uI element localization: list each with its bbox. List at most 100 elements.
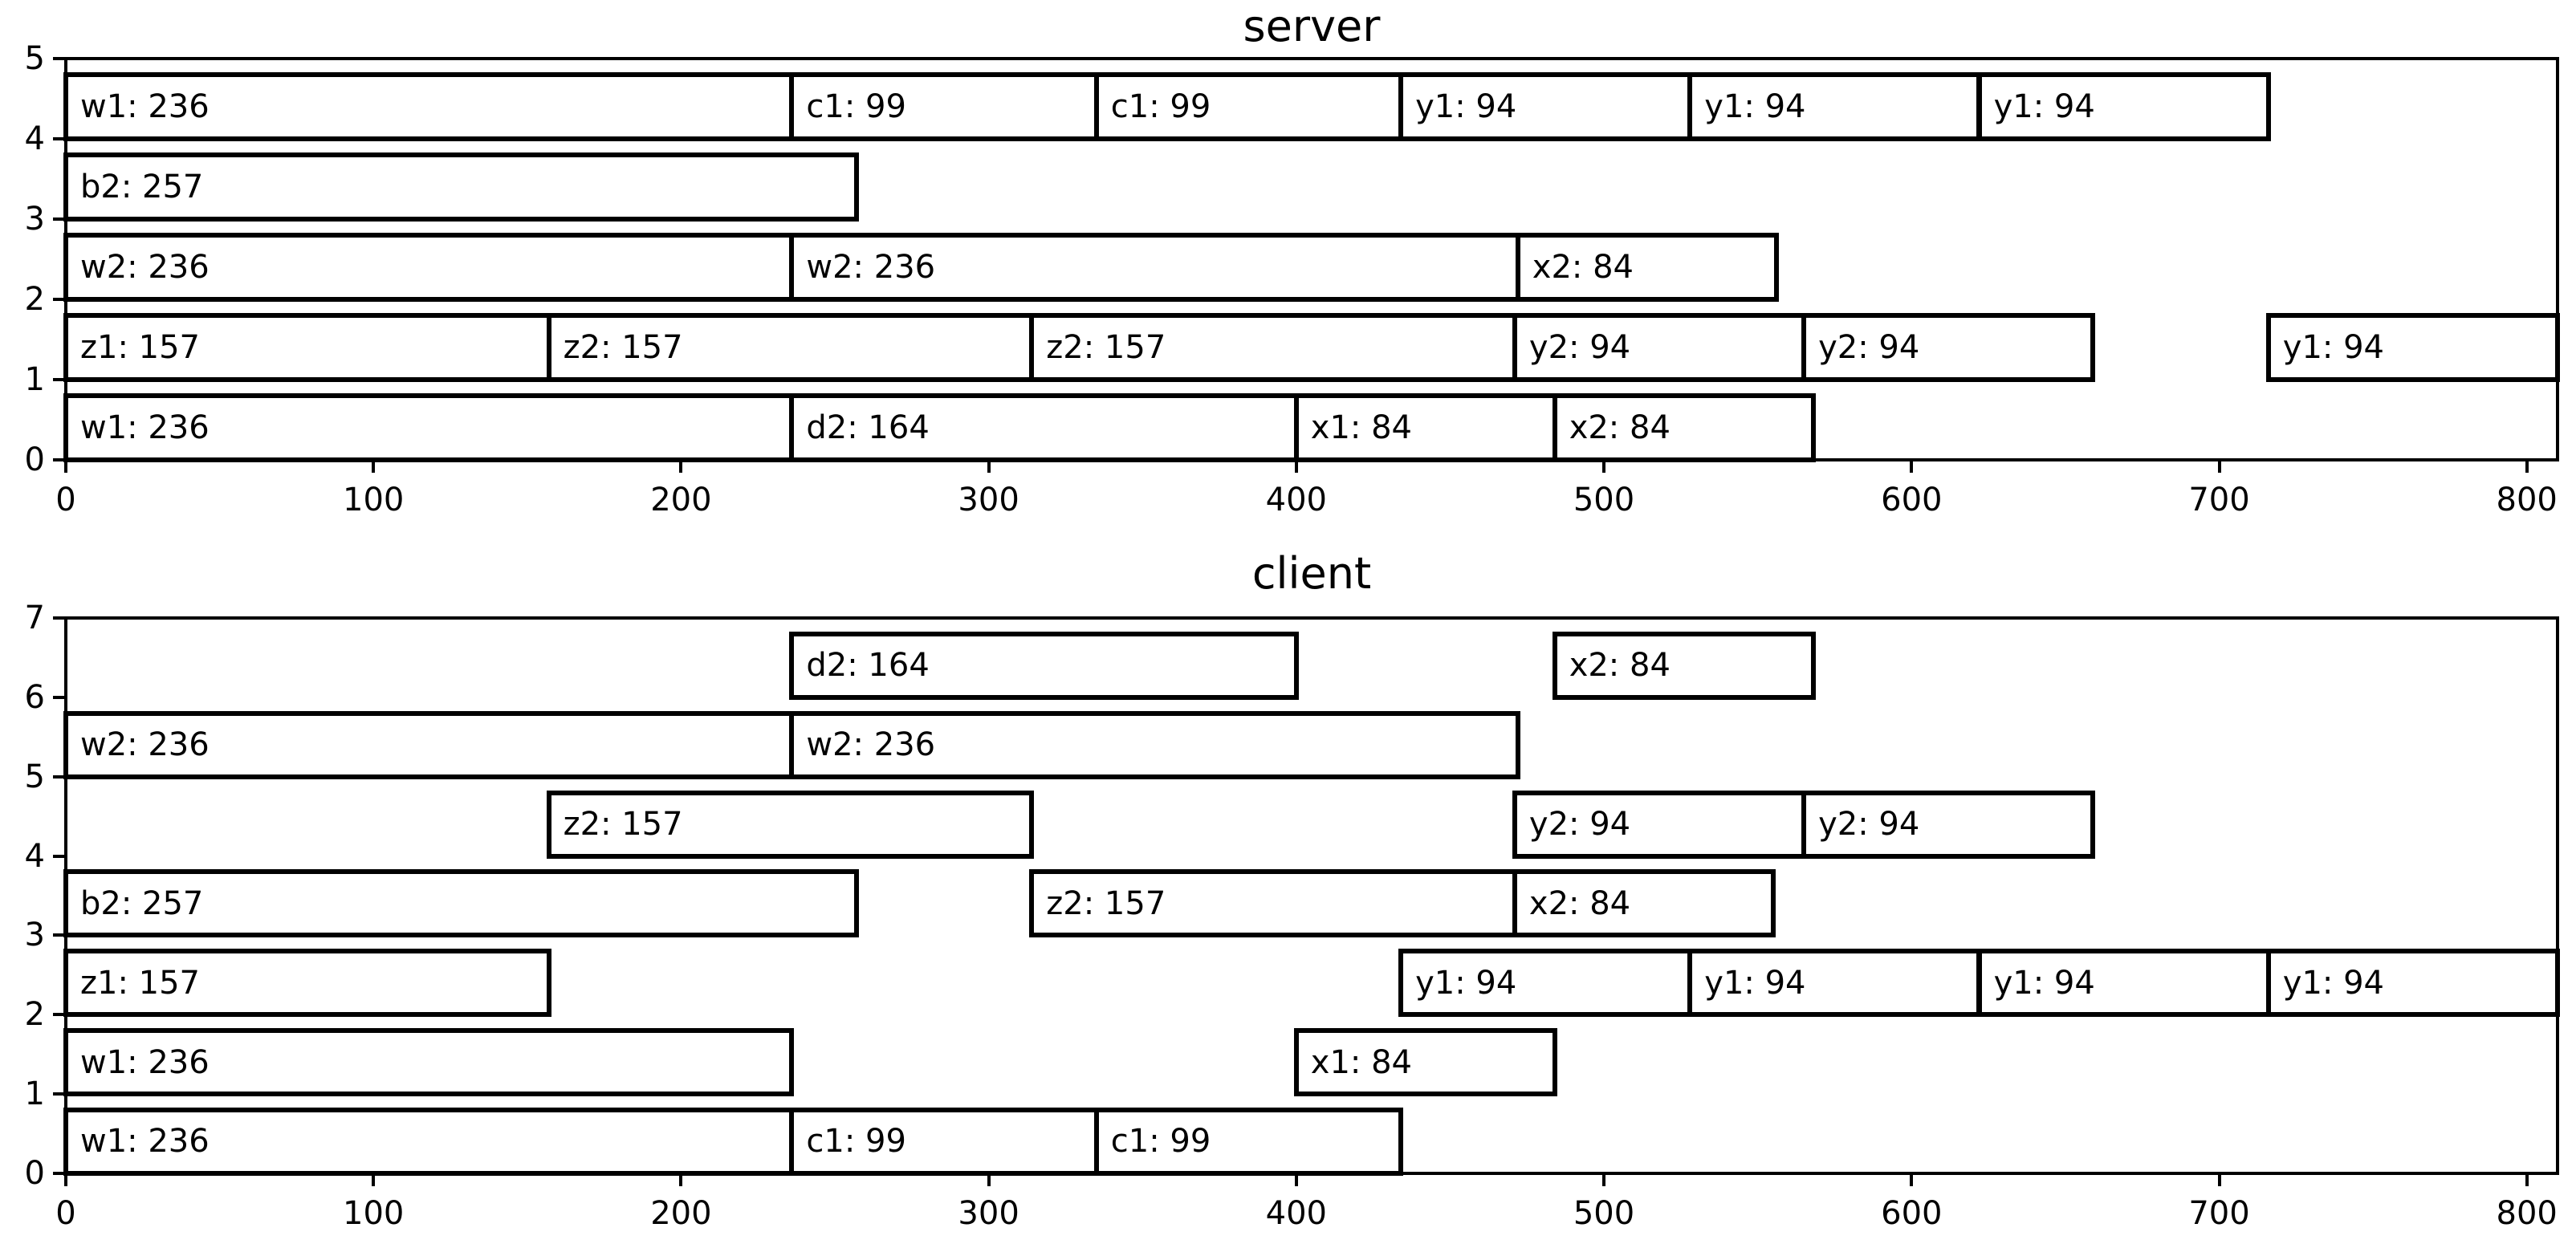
bar-label: z1: 157 [80, 329, 200, 366]
bar-label: x2: 84 [1569, 647, 1671, 685]
bar-label: z2: 157 [1046, 884, 1166, 922]
bar-label: y2: 94 [1818, 329, 1920, 366]
x-tick [1294, 461, 1298, 473]
y-tick-label: 5 [24, 758, 45, 795]
y-tick-label: 3 [24, 917, 45, 954]
bar-label: y1: 94 [1704, 88, 1806, 125]
bar-label: y1: 94 [1415, 964, 1517, 1002]
y-tick [53, 695, 64, 699]
task-bar: y1: 94 [1687, 949, 1982, 1018]
y-tick [53, 1172, 64, 1175]
bar-label: z2: 157 [563, 329, 683, 366]
y-tick-label: 0 [24, 441, 45, 478]
y-tick [53, 616, 64, 620]
task-bar: c1: 99 [789, 1107, 1099, 1176]
bar-label: y2: 94 [1528, 806, 1631, 844]
task-bar: y2: 94 [1512, 790, 1807, 859]
x-tick [1910, 461, 1914, 473]
x-tick [1294, 1175, 1298, 1186]
y-tick-label: 4 [24, 837, 45, 875]
bar-label: w2: 236 [80, 726, 210, 764]
y-tick-label: 4 [24, 120, 45, 157]
x-tick-label: 600 [1881, 1195, 1943, 1232]
y-tick-label: 0 [24, 1155, 45, 1192]
task-bar: c1: 99 [1093, 1107, 1404, 1176]
task-bar: z1: 157 [63, 313, 551, 382]
y-tick-label: 3 [24, 201, 45, 238]
task-bar: y2: 94 [1801, 313, 2096, 382]
task-bar: b2: 257 [63, 869, 859, 938]
bar-label: c1: 99 [1110, 1123, 1211, 1161]
bar-label: x1: 84 [1310, 1043, 1413, 1081]
task-bar: y1: 94 [1976, 949, 2271, 1018]
task-bar: z1: 157 [63, 949, 551, 1018]
bar-label: d2: 164 [806, 647, 930, 685]
task-bar: c1: 99 [789, 72, 1099, 141]
y-tick-label: 7 [24, 600, 45, 636]
x-tick-label: 0 [55, 482, 76, 518]
x-tick-label: 300 [958, 1195, 1019, 1232]
y-tick [53, 378, 64, 381]
chart-title: server [1243, 1, 1381, 51]
bar-label: y1: 94 [1993, 88, 2095, 125]
bar-label: y1: 94 [1704, 964, 1806, 1002]
y-tick [53, 217, 64, 221]
bar-label: c1: 99 [806, 88, 906, 125]
task-bar: x1: 84 [1293, 1028, 1557, 1097]
task-bar: d2: 164 [789, 393, 1299, 462]
x-tick-label: 100 [343, 1195, 405, 1232]
x-tick-label: 300 [958, 482, 1019, 518]
x-tick [679, 461, 683, 473]
y-tick [53, 298, 64, 301]
x-tick-label: 800 [2496, 1195, 2558, 1232]
y-tick-label: 1 [24, 1075, 45, 1113]
x-tick [372, 461, 376, 473]
y-tick-label: 5 [24, 40, 45, 77]
bar-label: y1: 94 [1993, 964, 2095, 1002]
y-tick-label: 2 [24, 996, 45, 1034]
y-tick [53, 854, 64, 858]
bar-label: y1: 94 [1415, 88, 1517, 125]
x-tick-label: 500 [1573, 482, 1635, 518]
bar-label: w1: 236 [80, 1123, 210, 1161]
bar-label: w1: 236 [80, 409, 210, 446]
bar-label: c1: 99 [806, 1123, 906, 1161]
task-bar: w1: 236 [63, 72, 795, 141]
x-tick-label: 200 [650, 1195, 712, 1232]
bar-label: w2: 236 [806, 726, 936, 764]
task-bar: y2: 94 [1801, 790, 2096, 859]
bar-label: c1: 99 [1110, 88, 1211, 125]
y-tick [53, 57, 64, 60]
x-tick-label: 200 [650, 482, 712, 518]
x-tick-label: 400 [1265, 1195, 1327, 1232]
bar-label: x2: 84 [1532, 249, 1634, 286]
bar-label: b2: 257 [80, 884, 204, 922]
x-tick-label: 0 [55, 1195, 76, 1232]
x-tick-label: 100 [343, 482, 405, 518]
x-tick [987, 1175, 991, 1186]
y-tick-label: 6 [24, 678, 45, 716]
bar-label: x2: 84 [1528, 884, 1631, 922]
task-bar: z2: 157 [1029, 313, 1517, 382]
x-tick [1602, 461, 1605, 473]
bar-label: z2: 157 [1046, 329, 1166, 366]
x-tick [679, 1175, 683, 1186]
task-bar: x2: 84 [1512, 869, 1776, 938]
x-tick-label: 700 [2188, 482, 2250, 518]
x-tick [64, 461, 67, 473]
x-tick-label: 400 [1265, 482, 1327, 518]
bar-label: d2: 164 [806, 409, 930, 446]
bar-label: y2: 94 [1528, 329, 1631, 366]
task-bar: w1: 236 [63, 393, 795, 462]
task-bar: w2: 236 [63, 233, 795, 302]
bar-label: x2: 84 [1569, 409, 1671, 446]
task-bar: b2: 257 [63, 152, 859, 222]
bar-label: w1: 236 [80, 88, 210, 125]
task-bar: x2: 84 [1552, 631, 1816, 700]
y-tick [53, 1092, 64, 1096]
y-tick-label: 2 [24, 281, 45, 318]
y-tick [53, 933, 64, 937]
x-tick-label: 600 [1881, 482, 1943, 518]
